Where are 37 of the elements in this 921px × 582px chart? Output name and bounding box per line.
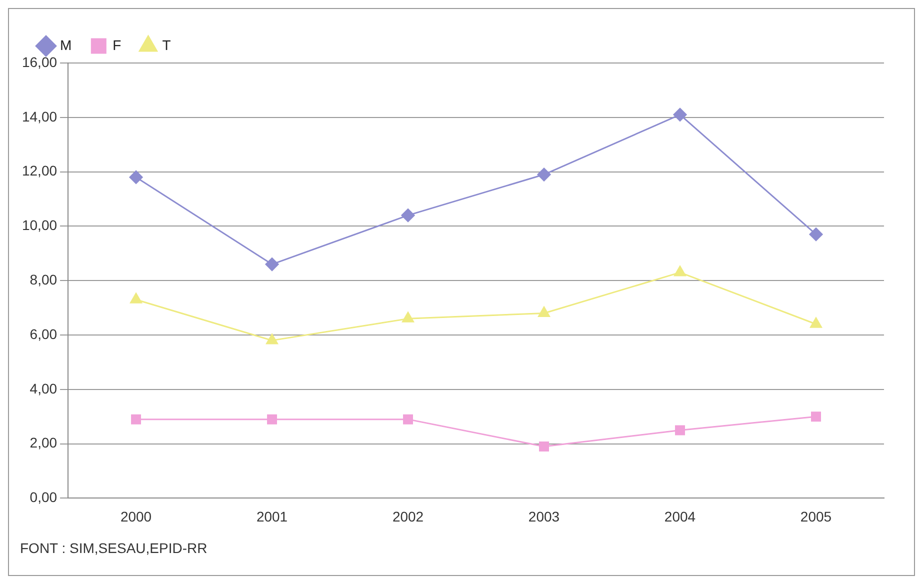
x-tick-label: 2001	[256, 508, 288, 524]
legend-label: F	[112, 36, 122, 53]
point	[537, 168, 551, 182]
point	[809, 228, 823, 242]
y-tick-label: 12,00	[22, 162, 58, 179]
legend-label: M	[60, 36, 72, 53]
y-tick-label: 16,00	[22, 54, 58, 70]
y-tick-label: 10,00	[22, 217, 58, 234]
point	[675, 425, 685, 436]
y-tick-label: 8,00	[30, 271, 58, 288]
y-tick-label: 14,00	[22, 108, 58, 124]
x-tick-label: 2005	[800, 508, 832, 524]
point	[129, 170, 143, 184]
point	[403, 414, 414, 424]
x-tick-label: 2002	[392, 508, 424, 524]
text: FONT : SIM,SESAU,EPID-RR	[20, 540, 208, 556]
y-tick-label: 6,00	[30, 326, 58, 342]
x-tick-label: 2004	[664, 508, 696, 524]
point	[538, 306, 550, 317]
point	[673, 108, 687, 122]
point	[811, 412, 821, 422]
y-tick-label: 0,00	[30, 489, 58, 506]
point	[810, 317, 822, 328]
point	[131, 414, 142, 424]
legend-label: T	[162, 36, 172, 53]
y-tick-label: 2,00	[30, 434, 58, 451]
point	[267, 414, 278, 424]
point	[401, 208, 415, 222]
x-tick-label: 2000	[120, 508, 152, 524]
x-tick-label: 2003	[528, 508, 560, 524]
point	[266, 334, 278, 344]
y-tick-label: 4,00	[30, 380, 58, 396]
point	[539, 442, 550, 452]
point	[402, 312, 414, 322]
point	[674, 266, 686, 276]
point	[130, 292, 142, 304]
point	[265, 258, 279, 272]
